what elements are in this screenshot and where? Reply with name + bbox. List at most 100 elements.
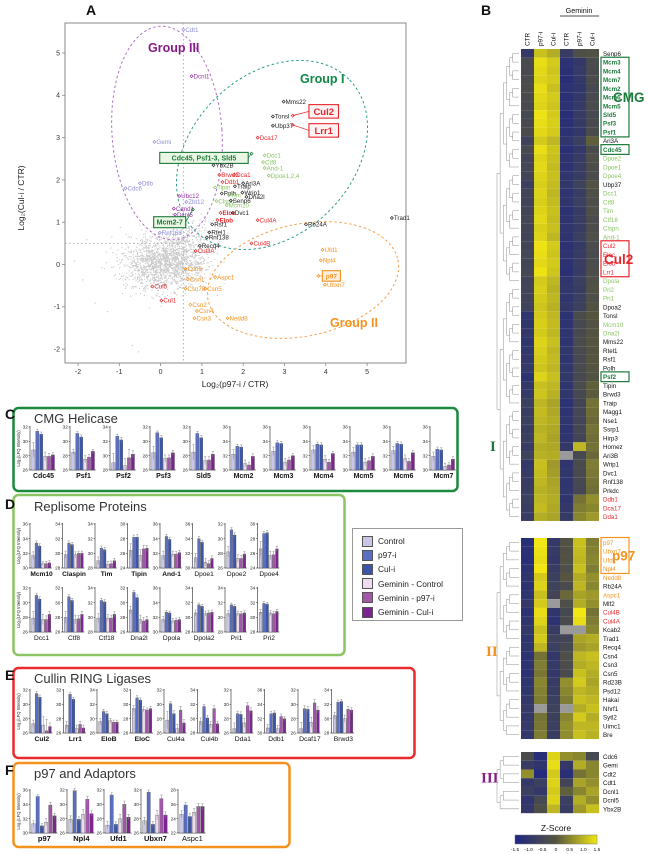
svg-text:Pri1: Pri1 [603, 296, 615, 303]
svg-text:Nse1: Nse1 [603, 418, 618, 425]
svg-text:-1: -1 [116, 369, 122, 376]
group-ellipses [111, 25, 400, 339]
svg-text:p97-i: p97-i [577, 32, 584, 46]
svg-text:24: 24 [171, 816, 177, 821]
svg-text:Tim: Tim [231, 192, 241, 199]
mini-bar-chart: 22 24 26 28 Aspc1 [171, 788, 206, 843]
svg-text:Csn3: Csn3 [603, 662, 618, 669]
svg-text:Psd12: Psd12 [603, 688, 621, 695]
svg-text:36: 36 [23, 788, 29, 793]
svg-text:CTR: CTR [525, 32, 532, 46]
svg-text:Log₂(LFQ Intensity): Log₂(LFQ Intensity) [16, 793, 21, 830]
svg-text:Log₂(LFQ Intensity): Log₂(LFQ Intensity) [16, 591, 21, 628]
svg-text:Dcc1: Dcc1 [603, 191, 618, 198]
svg-text:Csn4: Csn4 [199, 308, 214, 315]
svg-text:Psf1: Psf1 [603, 129, 617, 136]
svg-text:34: 34 [23, 802, 29, 807]
svg-text:Brwd3: Brwd3 [334, 736, 353, 743]
svg-text:32: 32 [23, 551, 29, 556]
svg-text:26: 26 [120, 551, 126, 556]
svg-text:Ufd1: Ufd1 [110, 834, 127, 843]
svg-text:Dcnl1: Dcnl1 [603, 789, 619, 796]
svg-text:Npl4: Npl4 [323, 257, 336, 264]
svg-text:Zbt12: Zbt12 [188, 199, 204, 206]
svg-text:32: 32 [23, 425, 29, 430]
bar-legend: Control p97-i Cul-i Geminin - Control Ge… [352, 528, 463, 621]
svg-text:36: 36 [185, 522, 191, 527]
svg-text:Mcm4: Mcm4 [314, 473, 334, 480]
svg-text:Dvc1: Dvc1 [603, 470, 618, 477]
svg-text:30: 30 [157, 702, 163, 707]
svg-text:34: 34 [303, 439, 309, 444]
mini-bar-chart: 26 28 30 32 Sld5 [183, 425, 216, 480]
svg-text:Nedd8: Nedd8 [230, 315, 249, 322]
svg-text:Log₂(p97-i / CTR): Log₂(p97-i / CTR) [202, 379, 269, 389]
svg-text:Ctf8: Ctf8 [265, 159, 277, 166]
svg-text:34: 34 [383, 439, 389, 444]
svg-text:0: 0 [159, 369, 163, 376]
svg-text:Ubp37: Ubp37 [603, 182, 622, 189]
mini-bar-chart: 26 28 30 32 Dda1 [224, 688, 254, 743]
svg-text:36: 36 [257, 688, 263, 693]
svg-text:28: 28 [23, 453, 29, 458]
svg-text:Ssrp1: Ssrp1 [603, 427, 620, 434]
svg-text:32: 32 [23, 586, 29, 591]
svg-text:30: 30 [88, 551, 94, 556]
svg-text:Uimc1: Uimc1 [603, 723, 621, 730]
svg-text:Ubxn7: Ubxn7 [327, 282, 345, 289]
scatter-background-points [73, 204, 234, 353]
svg-text:EloC: EloC [135, 736, 151, 743]
mini-bar-chart: 30 32 34 36 Ddb1 [257, 688, 287, 743]
svg-text:Dca17: Dca17 [603, 505, 621, 512]
svg-text:Pri1: Pri1 [231, 635, 243, 642]
svg-text:Hakai: Hakai [603, 697, 619, 704]
svg-text:30: 30 [190, 716, 196, 721]
legend-item: Geminin - Control [362, 577, 462, 591]
svg-text:Mcm5: Mcm5 [354, 473, 374, 480]
svg-text:Ctf8: Ctf8 [68, 635, 80, 642]
svg-text:32: 32 [123, 688, 129, 693]
svg-text:34: 34 [190, 688, 196, 693]
svg-text:Rtel1: Rtel1 [211, 230, 226, 237]
svg-text:Dpoe2: Dpoe2 [603, 156, 622, 163]
mini-bar-chart: 26 28 30 32 EloC [123, 688, 153, 743]
svg-text:26: 26 [23, 630, 29, 635]
svg-text:Psf2: Psf2 [603, 374, 617, 381]
svg-text:Rnf138: Rnf138 [603, 479, 624, 486]
svg-text:Csn5: Csn5 [603, 671, 618, 678]
svg-text:Cdc45, Psf1-3, Sld5: Cdc45, Psf1-3, Sld5 [172, 155, 237, 162]
svg-text:Csn1: Csn1 [190, 277, 205, 284]
svg-text:26: 26 [23, 731, 29, 736]
svg-text:32: 32 [291, 688, 297, 693]
mini-bar-chart: 30 32 34 36 Mcm3 [263, 425, 296, 480]
svg-text:26: 26 [23, 468, 29, 473]
mini-bar-chart: 30 32 34 36 Mcm6 [383, 425, 416, 480]
svg-text:26: 26 [123, 731, 129, 736]
svg-text:Cul2: Cul2 [34, 736, 49, 743]
svg-text:34: 34 [250, 586, 256, 591]
svg-text:Geminin: Geminin [566, 6, 593, 15]
svg-text:32: 32 [120, 586, 126, 591]
svg-text:Cdc6: Cdc6 [127, 186, 142, 193]
svg-text:Senp6: Senp6 [233, 198, 251, 205]
svg-text:Bre: Bre [603, 732, 613, 739]
svg-text:32: 32 [56, 688, 62, 693]
svg-text:Dcnl5: Dcnl5 [177, 212, 193, 219]
mini-bar-chart: 28 30 32 34 Brwd3 [324, 688, 354, 743]
svg-text:Sld5: Sld5 [603, 112, 617, 119]
svg-text:Z-Score: Z-Score [541, 823, 572, 833]
svg-text:Csn2: Csn2 [192, 302, 207, 309]
svg-text:28: 28 [63, 453, 69, 458]
svg-text:Ctf8: Ctf8 [603, 199, 615, 206]
svg-text:24: 24 [120, 566, 126, 571]
svg-text:Dpoe1,2,4: Dpoe1,2,4 [271, 173, 300, 180]
mini-bar-chart: 30 32 34 36 Mcm4 [303, 425, 336, 480]
svg-text:Ufd1: Ufd1 [324, 247, 338, 254]
svg-text:32: 32 [190, 702, 196, 707]
svg-text:Log₂(LFQ Intensity): Log₂(LFQ Intensity) [16, 527, 21, 564]
svg-text:2: 2 [56, 177, 60, 184]
svg-text:36: 36 [153, 586, 159, 591]
svg-text:26: 26 [291, 731, 297, 736]
svg-text:-2: -2 [54, 347, 60, 354]
